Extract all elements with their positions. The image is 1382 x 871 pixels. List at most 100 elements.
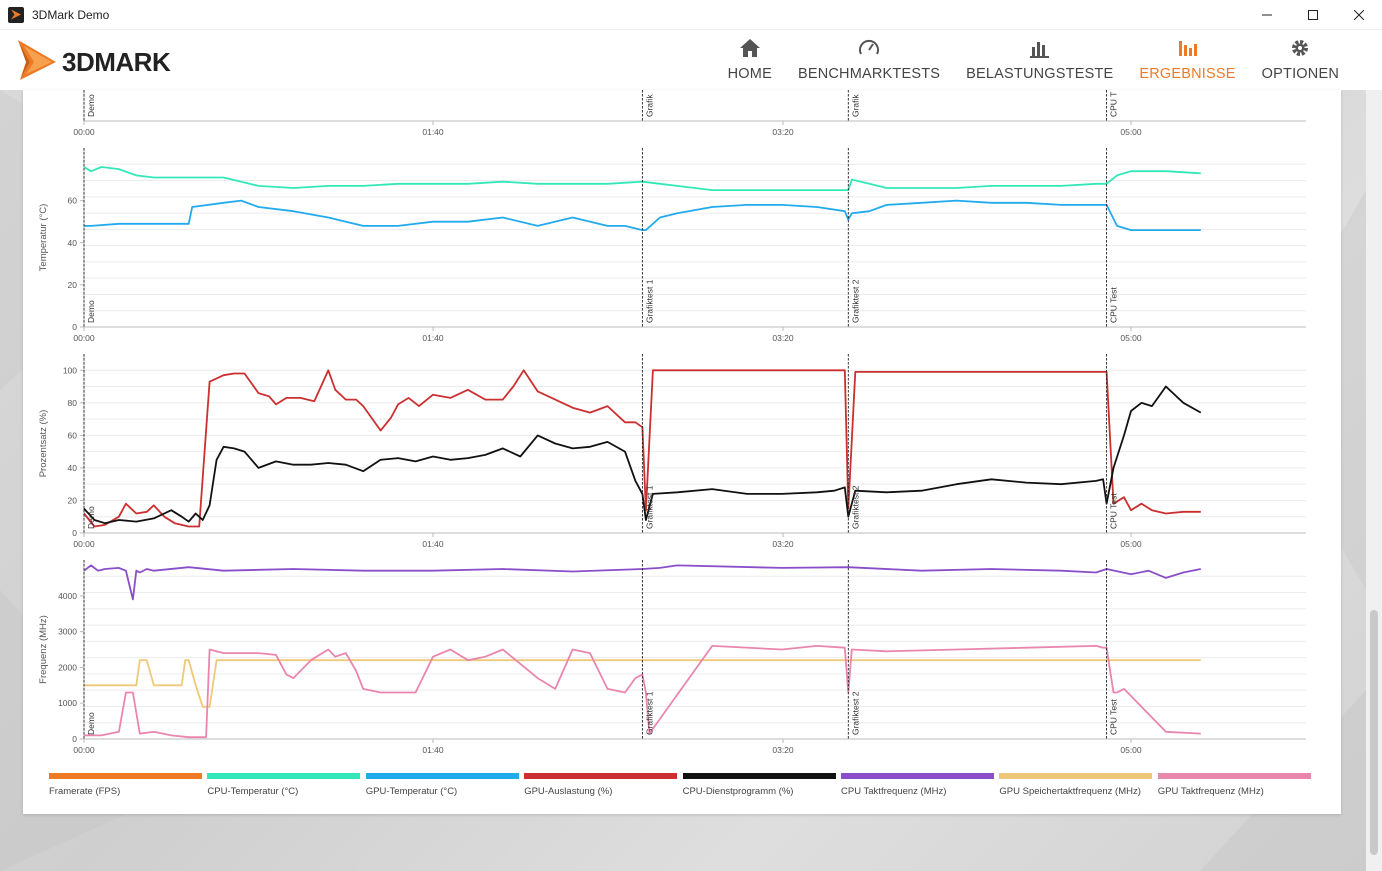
series-line	[83, 385, 1202, 525]
section-marker-label: Demo	[86, 712, 96, 735]
y-tick-label: 3000	[58, 627, 77, 637]
nav-optionen[interactable]: OPTIONEN	[1249, 30, 1352, 90]
x-tick-label: 05:00	[1120, 745, 1142, 755]
legend-item[interactable]: GPU-Auslastung (%)	[524, 773, 678, 797]
window-title: 3DMark Demo	[32, 7, 110, 22]
gear-icon	[1289, 37, 1311, 59]
app-logo-icon	[8, 6, 24, 23]
results-chart-icon	[1177, 37, 1199, 59]
section-marker-label: Grafiktest 2	[850, 485, 860, 529]
series-line	[83, 369, 1201, 528]
maximize-icon	[1308, 10, 1318, 20]
chart-legend: Framerate (FPS) CPU-Temperatur (°C) GPU-Te…	[49, 773, 1319, 803]
bar-chart-icon	[1029, 37, 1051, 59]
legend-label: Framerate (FPS)	[49, 786, 121, 797]
legend-item[interactable]: CPU Taktfrequenz (MHz)	[841, 773, 994, 797]
main-nav: HOME BENCHMARKTESTS BELASTUNGSTESTE ERGEBNI…	[715, 30, 1352, 90]
legend-color-bar	[841, 773, 994, 779]
nav-benchmarktests[interactable]: BENCHMARKTESTS	[785, 30, 953, 90]
chart-framerate-partial: 00:00 01:40 03:20 05:00 Demo Grafik Grafik CPU …	[73, 90, 1306, 137]
y-tick-label: 20	[68, 495, 78, 505]
maximize-button[interactable]	[1290, 0, 1336, 30]
series-line	[83, 564, 1201, 601]
nav-home[interactable]: HOME	[715, 30, 785, 90]
x-tick-label: 00:00	[73, 333, 95, 343]
app-header: 3DMARK HOME BENCHMARKTESTS BELASTUNGSTESTE…	[0, 30, 1382, 90]
results-panel: 00:00 01:40 03:20 05:00 Demo Grafik Grafik CPU …	[23, 90, 1341, 814]
scrollbar-thumb[interactable]	[1370, 610, 1378, 855]
legend-label: CPU Taktfrequenz (MHz)	[841, 786, 947, 797]
nav-belastungsteste[interactable]: BELASTUNGSTESTE	[953, 30, 1126, 90]
nav-label: BELASTUNGSTESTE	[966, 66, 1114, 82]
series-line	[84, 645, 1201, 739]
y-axis-label: Prozentsatz (%)	[38, 410, 49, 478]
chart-temperature: 00:00 01:40 03:20 05:00 0 20 40 60 Temperatur (°…	[38, 148, 1306, 343]
chart-percentage: 00:00 01:40 03:20 05:00 0 20 40 60 80 100 Prozents…	[38, 354, 1306, 549]
x-tick-label: 00:00	[73, 745, 95, 755]
legend-label: CPU-Temperatur (°C)	[207, 786, 299, 797]
x-tick-label: 00:00	[73, 539, 95, 549]
legend-item[interactable]: GPU-Temperatur (°C)	[365, 773, 519, 797]
legend-label: GPU-Auslastung (%)	[524, 786, 613, 797]
close-icon	[1354, 10, 1364, 20]
section-marker-label: CPU Test	[1109, 287, 1119, 323]
section-marker-label: CPU T	[1109, 92, 1119, 117]
y-tick-label: 60	[68, 196, 78, 206]
nav-label: OPTIONEN	[1261, 66, 1339, 82]
x-tick-label: 01:40	[422, 333, 444, 343]
legend-item[interactable]: Framerate (FPS)	[49, 773, 202, 797]
x-tick-label: 03:20	[772, 127, 794, 137]
section-marker-label: CPU Test	[1109, 493, 1119, 529]
y-tick-label: 100	[63, 365, 77, 375]
legend-item[interactable]: GPU Speichertaktfrequenz (MHz)	[999, 773, 1153, 797]
close-button[interactable]	[1336, 0, 1382, 30]
brand-logo[interactable]: 3DMARK	[16, 34, 221, 84]
section-marker-label: CPU Test	[1109, 699, 1119, 735]
x-tick-label: 03:20	[772, 333, 794, 343]
legend-item[interactable]: CPU-Dienstprogramm (%)	[682, 773, 836, 797]
nav-label: HOME	[727, 66, 772, 82]
logo-text: 3DMARK	[62, 47, 171, 77]
window-titlebar: 3DMark Demo	[0, 0, 1382, 30]
charts-svg: 00:00 01:40 03:20 05:00 Demo Grafik Grafik CPU …	[38, 90, 1306, 755]
legend-label: GPU-Temperatur (°C)	[365, 786, 458, 797]
y-axis-label: Temperatur (°C)	[38, 204, 49, 272]
y-tick-label: 40	[68, 463, 78, 473]
y-tick-label: 1000	[58, 698, 77, 708]
section-marker-label: Grafik	[850, 94, 860, 117]
legend-item[interactable]: GPU Taktfrequenz (MHz)	[1157, 773, 1311, 797]
y-tick-label: 60	[68, 430, 78, 440]
series-line	[83, 166, 1201, 191]
legend-color-bar	[1157, 773, 1311, 779]
chart-frequency: 00:00 01:40 03:20 05:00 0 1000 2000 3000 4000 Fre…	[38, 560, 1306, 755]
nav-label: ERGEBNISSE	[1139, 66, 1236, 82]
legend-color-bar	[999, 773, 1153, 779]
legend-label: CPU-Dienstprogramm (%)	[682, 786, 794, 797]
nav-label: BENCHMARKTESTS	[797, 66, 941, 82]
section-marker-label: Demo	[86, 94, 96, 117]
x-tick-label: 05:00	[1120, 127, 1142, 137]
y-tick-label: 0	[72, 528, 77, 538]
legend-color-bar	[365, 773, 519, 779]
home-icon	[739, 37, 761, 59]
x-tick-label: 03:20	[772, 745, 794, 755]
y-tick-label: 80	[68, 398, 78, 408]
y-tick-label: 40	[68, 238, 78, 248]
x-tick-label: 01:40	[422, 539, 444, 549]
x-tick-label: 05:00	[1120, 539, 1142, 549]
section-marker-label: Grafiktest 2	[850, 691, 860, 735]
x-tick-label: 03:20	[772, 539, 794, 549]
y-axis-label: Frequenz (MHz)	[38, 615, 49, 684]
y-tick-label: 20	[68, 280, 78, 290]
y-tick-label: 0	[72, 322, 77, 332]
legend-item[interactable]: CPU-Temperatur (°C)	[207, 773, 361, 797]
x-tick-label: 01:40	[422, 127, 444, 137]
legend-color-bar	[524, 773, 678, 779]
x-tick-label: 05:00	[1120, 333, 1142, 343]
section-marker-label: Grafiktest 1	[644, 279, 654, 323]
series-line	[84, 199, 1201, 232]
nav-ergebnisse[interactable]: ERGEBNISSE	[1126, 30, 1248, 90]
section-marker-label: Demo	[86, 300, 96, 323]
minimize-button[interactable]	[1244, 0, 1290, 30]
legend-color-bar	[682, 773, 836, 779]
